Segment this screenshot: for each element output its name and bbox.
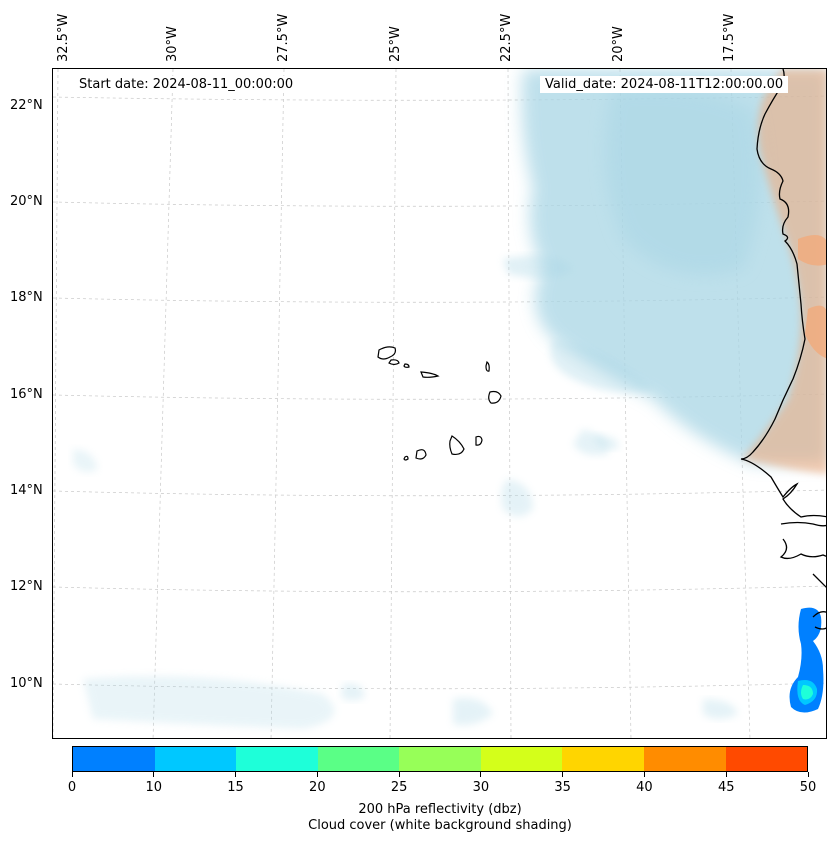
colorbar-tick-label: 0 [67,780,77,795]
lon-label-30w: 30°W [165,26,180,62]
colorbar-segment [562,747,644,771]
valid-date-label: Valid_date: 2024-08-11T12:00:00.00 [540,76,789,93]
lon-label-32-5w: 32.5°W [56,13,71,62]
colorbar-sublabel: Cloud cover (white background shading) [308,818,572,833]
cape-verde-islands [377,346,502,461]
colorbar-tick-label: 25 [390,780,408,795]
colorbar-tick [807,772,809,777]
reflectivity-cells [789,607,824,713]
colorbar-tick-label: 35 [554,780,571,795]
colorbar-segment [317,747,400,771]
reflectivity-colorbar [72,746,808,772]
colorbar-segment [236,747,318,771]
colorbar-segment [480,747,563,771]
colorbar-tick-label: 30 [472,780,490,795]
lon-label-27-5w: 27.5°W [276,13,291,62]
lat-label-18n: 18°N [10,290,43,305]
colorbar-tick-label: 50 [799,780,817,795]
colorbar-tick-label: 15 [227,780,244,795]
land-layer [743,69,826,474]
colorbar-segment [154,747,237,771]
colorbar-tick-label: 45 [717,780,735,795]
colorbar-tick [153,772,155,777]
colorbar-segment [399,747,481,771]
colorbar-tick [643,772,645,777]
colorbar-segment [725,747,808,771]
lat-label-22n: 22°N [10,98,43,113]
map-panel[interactable] [52,68,827,739]
lon-label-22-5w: 22.5°W [499,13,514,62]
colorbar-tick [480,772,482,777]
colorbar-tick-label: 10 [145,780,163,795]
start-date-label: Start date: 2024-08-11_00:00:00 [74,76,299,93]
lon-label-20w: 20°W [611,26,626,62]
colorbar-tick [316,772,318,777]
colorbar-tick-label: 20 [309,780,326,795]
colorbar-tick [71,772,73,777]
colorbar-tick [398,772,400,777]
lon-label-25w: 25°W [388,26,403,62]
lat-label-14n: 14°N [10,483,43,498]
map-canvas [53,69,826,738]
colorbar-segment [73,747,155,771]
lat-label-12n: 12°N [10,579,43,594]
cloud-cover-layer [73,69,826,729]
colorbar-tick [235,772,237,777]
lat-label-20n: 20°N [10,194,43,209]
colorbar-tick-label: 40 [636,780,653,795]
colorbar-segment [643,747,726,771]
colorbar-label: 200 hPa reflectivity (dbz) [358,802,522,817]
lat-label-16n: 16°N [10,387,43,402]
lon-label-17-5w: 17.5°W [722,13,737,62]
lat-label-10n: 10°N [10,676,43,691]
colorbar-tick [725,772,727,777]
coastline-layer [740,69,826,630]
colorbar-tick [562,772,564,777]
